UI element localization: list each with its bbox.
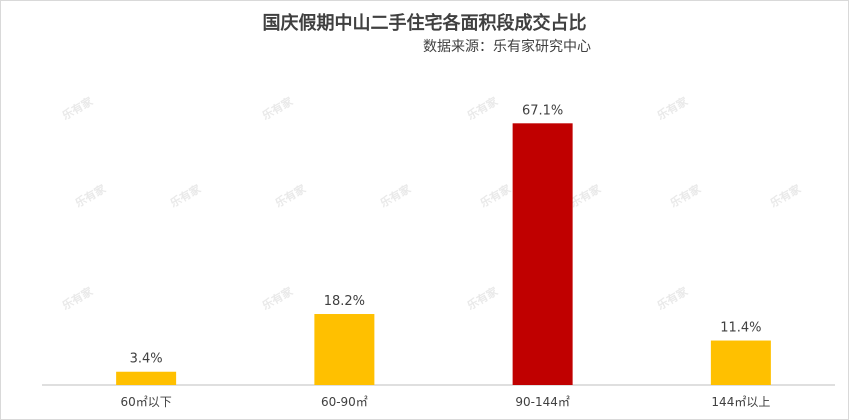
watermark-text: 乐有家 (72, 181, 108, 210)
watermark-text: 乐有家 (465, 93, 501, 122)
bar-3 (512, 123, 573, 385)
bar-4 (710, 340, 771, 385)
watermark-text: 乐有家 (477, 181, 513, 210)
category-label-3: 90-144㎡ (515, 395, 570, 409)
data-label-3: 67.1% (522, 103, 563, 118)
data-label-1: 3.4% (130, 352, 163, 367)
category-label-1: 60㎡以下 (120, 395, 171, 409)
watermark-text: 乐有家 (60, 93, 96, 122)
watermark-text: 乐有家 (465, 283, 501, 312)
watermark-text: 乐有家 (272, 181, 308, 210)
bar-group: 3.4% 60㎡以下 18.2% 60-90㎡ 67.1% 90-144㎡ 11.4% 144… (116, 103, 771, 409)
watermark-text: 乐有家 (667, 181, 703, 210)
chart-subtitle: 数据来源：乐有家研究中心 (423, 39, 591, 55)
watermark-text: 乐有家 (167, 181, 203, 210)
watermark-text: 乐有家 (655, 283, 691, 312)
bar-2 (314, 314, 375, 385)
category-label-2: 60-90㎡ (321, 395, 368, 409)
bar-1 (116, 371, 177, 385)
chart-title: 国庆假期中山二手住宅各面积段成交占比 (262, 13, 587, 34)
watermark-text: 乐有家 (767, 181, 803, 210)
watermark-text: 乐有家 (260, 93, 296, 122)
watermark-text: 乐有家 (655, 93, 691, 122)
category-label-4: 144㎡以上 (711, 395, 770, 409)
data-label-2: 18.2% (324, 294, 365, 309)
watermark-text: 乐有家 (567, 181, 603, 210)
watermark-text: 乐有家 (60, 283, 96, 312)
watermark-text: 乐有家 (377, 181, 413, 210)
watermark-text: 乐有家 (260, 283, 296, 312)
data-label-4: 11.4% (720, 321, 761, 336)
watermark-layer: 乐有家 乐有家 乐有家 乐有家乐有家 乐有家 乐有家 乐有家 乐有家 乐有家 乐有家 乐有家乐有家乐… (60, 93, 804, 312)
